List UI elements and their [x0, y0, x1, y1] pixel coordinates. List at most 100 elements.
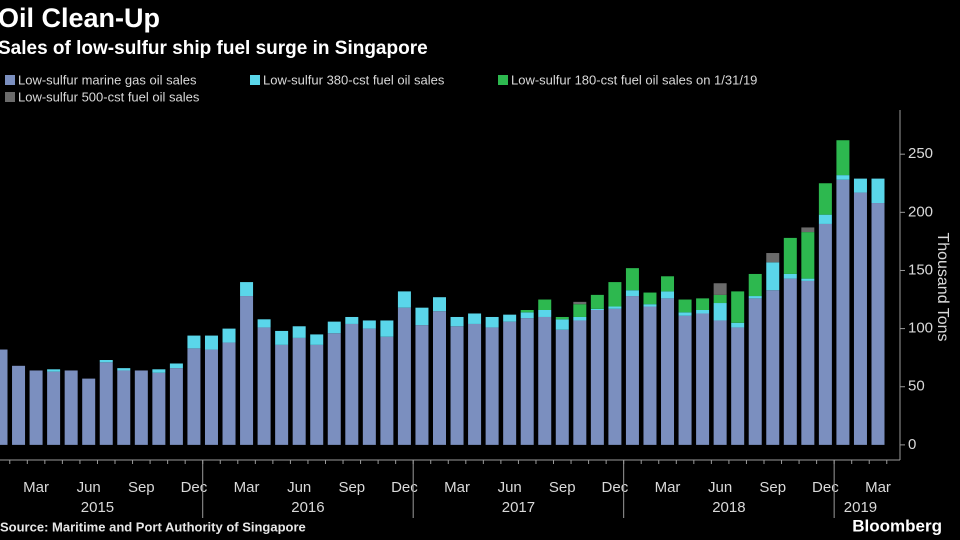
bar-segment [766, 262, 780, 291]
bar-segment [345, 323, 359, 445]
bar-segment [503, 314, 517, 322]
x-tick-label: Mar [234, 479, 260, 496]
bar-segment [590, 310, 604, 445]
source-note: Source: Maritime and Port Authority of S… [0, 519, 306, 534]
bar-segment [783, 237, 797, 274]
bar-segment [397, 307, 411, 445]
bar-segment [117, 370, 131, 445]
bar-segment [538, 310, 552, 317]
bar-segment [222, 342, 236, 445]
bar-segment [485, 327, 499, 445]
bar-segment [0, 349, 8, 445]
bar-segment [187, 348, 201, 445]
bar-segment [853, 178, 867, 193]
bar-segment [748, 298, 762, 445]
bar-segment [82, 378, 96, 445]
bar-segment [801, 232, 815, 279]
bar-segment [240, 296, 254, 445]
bar-segment [766, 253, 780, 263]
bar-segment [275, 344, 289, 445]
x-tick-label: Jun [287, 479, 311, 496]
bar-segment [327, 333, 341, 445]
bar-segment [152, 369, 166, 373]
bar-segment [538, 299, 552, 310]
bar-segment [573, 316, 587, 321]
bar-segment [555, 316, 569, 320]
bar-segment [310, 334, 324, 345]
bar-segment [836, 140, 850, 176]
bar-segment [643, 304, 657, 307]
bar-segment [380, 320, 394, 337]
bar-segment [625, 268, 639, 291]
bar-segment [678, 299, 692, 313]
bar-segment [713, 283, 727, 295]
x-tick-label: Mar [865, 479, 891, 496]
bar-segment [573, 304, 587, 317]
bar-segment [608, 282, 622, 307]
legend-label: Low-sulfur 500-cst fuel oil sales [18, 89, 200, 104]
bar-segment [538, 316, 552, 445]
bar-segment [117, 368, 131, 371]
bar-segment [29, 370, 43, 445]
chart-subtitle: Sales of low-sulfur ship fuel surge in S… [0, 38, 428, 59]
x-tick-label: Jun [708, 479, 732, 496]
bar-segment [362, 328, 376, 445]
x-tick-label: Sep [549, 479, 576, 496]
bar-segment [766, 290, 780, 445]
bar-segment [871, 203, 885, 445]
legend-swatch [5, 92, 15, 102]
bar-segment [485, 316, 499, 328]
bar-segment [731, 322, 745, 328]
y-tick-label: 50 [908, 378, 925, 395]
x-tick-label: Dec [391, 479, 418, 496]
bar-segment [748, 273, 762, 297]
x-tick-label: Dec [602, 479, 629, 496]
bar-segment [661, 291, 675, 299]
y-tick-label: 150 [908, 261, 933, 278]
bar-segment [520, 310, 534, 313]
x-tick-label: Sep [338, 479, 365, 496]
bar-segment [836, 175, 850, 180]
bar-segment [362, 320, 376, 329]
year-label: 2015 [81, 499, 114, 516]
bar-segment [169, 363, 183, 369]
bar-segment [625, 296, 639, 445]
bar-segment [783, 273, 797, 279]
y-tick-label: 0 [908, 436, 916, 453]
bar-segment [801, 278, 815, 281]
year-label: 2018 [712, 499, 745, 516]
bar-segment [731, 327, 745, 445]
bar-segment [99, 362, 113, 445]
bar-segment [555, 329, 569, 445]
bar-segment [450, 326, 464, 445]
year-label: 2016 [291, 499, 324, 516]
bar-segment [678, 312, 692, 316]
legend-swatch [250, 75, 260, 85]
bar-segment [292, 326, 306, 338]
bar-segment [590, 294, 604, 309]
x-tick-label: Jun [77, 479, 101, 496]
bar-segment [275, 330, 289, 345]
bar-segment [204, 335, 218, 350]
x-tick-label: Dec [181, 479, 208, 496]
bar-segment [713, 294, 727, 304]
bar-segment [608, 308, 622, 445]
bar-segment [468, 313, 482, 324]
bar-segment [450, 316, 464, 327]
bar-segment [134, 370, 148, 445]
y-tick-label: 100 [908, 320, 933, 337]
y-tick-label: 250 [908, 145, 933, 162]
bar-segment [380, 336, 394, 445]
bar-segment [47, 371, 61, 445]
bar-segment [871, 178, 885, 204]
bar-segment [731, 291, 745, 323]
bar-segment [468, 323, 482, 445]
bar-segment [696, 298, 710, 310]
x-tick-label: Jun [498, 479, 522, 496]
bar-segment [204, 349, 218, 445]
bar-segment [801, 280, 815, 445]
x-tick-label: Sep [128, 479, 155, 496]
x-tick-label: Mar [444, 479, 470, 496]
bar-segment [573, 301, 587, 305]
